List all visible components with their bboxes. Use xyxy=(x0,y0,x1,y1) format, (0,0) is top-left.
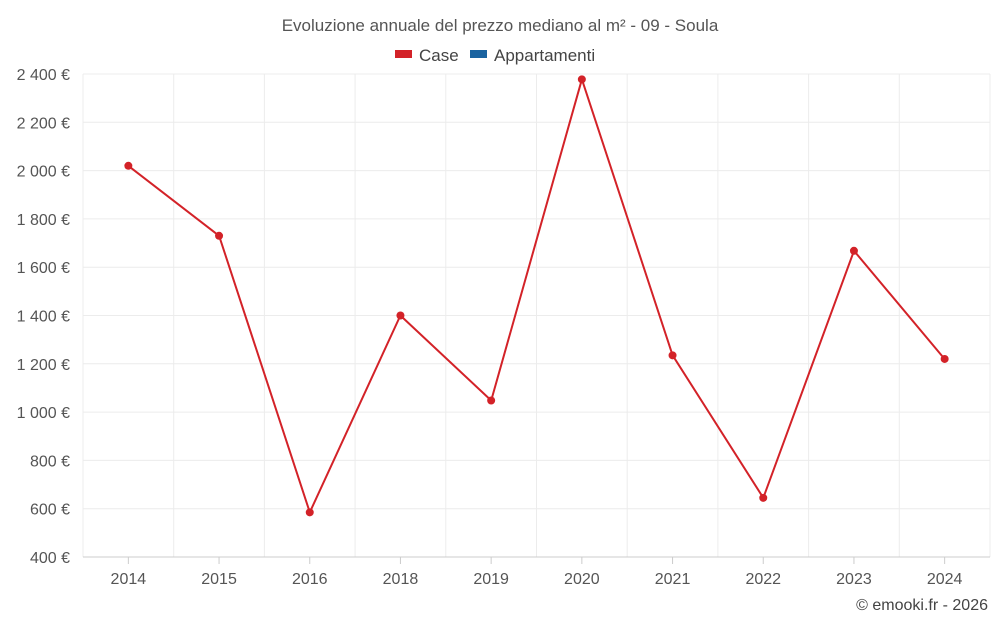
x-tick-label: 2024 xyxy=(927,571,963,588)
y-tick-label: 2 200 € xyxy=(17,115,70,132)
x-tick-label: 2020 xyxy=(564,571,600,588)
series-case xyxy=(124,75,949,517)
data-point-case-2023[interactable] xyxy=(849,246,858,255)
legend[interactable]: Case Appartamenti xyxy=(395,46,595,65)
data-point-case-2016[interactable] xyxy=(305,508,314,517)
data-point-case-2015[interactable] xyxy=(215,231,224,240)
data-point-case-2022[interactable] xyxy=(759,493,768,502)
x-axis-ticks: 2014 2015 2016 2018 2019 2020 2021 2022 2023 2024 xyxy=(111,557,963,588)
data-point-case-2019[interactable] xyxy=(487,396,496,405)
x-tick-label: 2023 xyxy=(836,571,872,588)
y-tick-label: 400 € xyxy=(30,550,70,567)
legend-label-appartamenti: Appartamenti xyxy=(494,46,595,65)
data-point-case-2018[interactable] xyxy=(396,311,405,320)
grid-lines xyxy=(82,73,991,558)
data-point-case-2020[interactable] xyxy=(577,75,586,84)
y-tick-label: 1 000 € xyxy=(17,405,70,422)
y-tick-label: 1 600 € xyxy=(17,260,70,277)
credit-text: © emooki.fr - 2026 xyxy=(856,597,988,614)
data-point-case-2024[interactable] xyxy=(940,354,949,363)
series-line-case xyxy=(127,78,946,514)
legend-swatch-case xyxy=(395,50,412,58)
x-tick-label: 2022 xyxy=(745,571,781,588)
legend-swatch-appartamenti xyxy=(470,50,487,58)
x-tick-label: 2015 xyxy=(201,571,237,588)
y-tick-label: 1 200 € xyxy=(17,357,70,374)
chart-title: Evoluzione annuale del prezzo mediano al… xyxy=(282,16,719,35)
x-tick-label: 2018 xyxy=(383,571,419,588)
x-tick-label: 2016 xyxy=(292,571,328,588)
y-axis-ticks: 400 € 600 € 800 € 1 000 € 1 200 € 1 400 € 1 60… xyxy=(17,67,70,567)
data-point-case-2021[interactable] xyxy=(668,351,677,360)
y-tick-label: 600 € xyxy=(30,502,70,519)
y-tick-label: 2 400 € xyxy=(17,67,70,84)
data-point-case-2014[interactable] xyxy=(124,161,133,170)
y-tick-label: 1 800 € xyxy=(17,212,70,229)
x-tick-label: 2019 xyxy=(473,571,509,588)
y-tick-label: 800 € xyxy=(30,453,70,470)
y-tick-label: 2 000 € xyxy=(17,164,70,181)
legend-item-appartamenti[interactable]: Appartamenti xyxy=(470,46,595,65)
x-tick-label: 2021 xyxy=(655,571,691,588)
legend-item-case[interactable]: Case xyxy=(395,46,459,65)
legend-label-case: Case xyxy=(419,46,459,65)
y-tick-label: 1 400 € xyxy=(17,309,70,326)
x-tick-label: 2014 xyxy=(111,571,147,588)
